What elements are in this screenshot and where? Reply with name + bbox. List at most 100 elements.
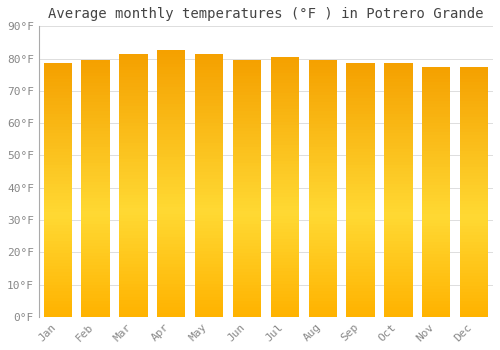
Bar	[384, 117, 412, 120]
Bar	[119, 113, 148, 116]
Bar	[346, 152, 375, 155]
Bar	[422, 286, 450, 289]
Bar	[44, 177, 72, 181]
Bar	[384, 127, 412, 130]
Bar	[44, 279, 72, 282]
Bar	[157, 280, 186, 284]
Bar	[119, 261, 148, 264]
Bar	[270, 174, 299, 177]
Bar	[233, 198, 261, 201]
Bar	[195, 93, 224, 97]
Bar	[82, 298, 110, 301]
Bar	[460, 110, 488, 113]
Bar	[270, 132, 299, 135]
Bar	[82, 79, 110, 83]
Bar	[157, 260, 186, 264]
Bar	[460, 145, 488, 148]
Bar	[233, 73, 261, 76]
Bar	[270, 248, 299, 252]
Bar	[119, 139, 148, 142]
Bar	[157, 180, 186, 184]
Bar	[195, 152, 224, 156]
Bar	[346, 247, 375, 250]
Bar	[422, 70, 450, 73]
Bar	[384, 234, 412, 238]
Bar	[44, 70, 72, 73]
Bar	[195, 271, 224, 274]
Bar	[233, 99, 261, 102]
Bar	[82, 76, 110, 79]
Bar	[195, 258, 224, 261]
Bar	[270, 177, 299, 180]
Bar	[157, 210, 186, 214]
Bar	[270, 151, 299, 154]
Bar	[384, 98, 412, 101]
Bar	[44, 127, 72, 130]
Bar	[270, 239, 299, 242]
Bar	[460, 282, 488, 286]
Bar	[346, 89, 375, 92]
Bar	[233, 211, 261, 214]
Bar	[44, 133, 72, 136]
Bar	[384, 276, 412, 279]
Bar	[195, 54, 224, 57]
Bar	[233, 63, 261, 66]
Bar	[422, 273, 450, 276]
Bar	[195, 290, 224, 294]
Bar	[270, 314, 299, 317]
Bar	[157, 214, 186, 217]
Bar	[195, 251, 224, 254]
Bar	[384, 314, 412, 317]
Bar	[422, 207, 450, 210]
Bar	[308, 192, 337, 195]
Bar	[82, 233, 110, 237]
Bar	[44, 155, 72, 159]
Bar	[233, 266, 261, 269]
Bar	[233, 243, 261, 246]
Bar	[195, 146, 224, 149]
Bar	[82, 278, 110, 281]
Bar	[460, 73, 488, 76]
Bar	[157, 84, 186, 87]
Bar	[233, 307, 261, 310]
Bar	[460, 98, 488, 101]
Bar	[82, 89, 110, 92]
Bar	[346, 102, 375, 105]
Bar	[82, 189, 110, 192]
Bar	[384, 85, 412, 89]
Bar	[82, 86, 110, 89]
Bar	[119, 100, 148, 103]
Bar	[233, 314, 261, 317]
Bar	[270, 288, 299, 291]
Bar	[195, 130, 224, 133]
Bar	[308, 83, 337, 86]
Bar	[384, 111, 412, 114]
Bar	[384, 257, 412, 260]
Bar	[384, 203, 412, 206]
Bar	[460, 107, 488, 110]
Bar	[384, 105, 412, 108]
Bar	[308, 310, 337, 314]
Bar	[195, 185, 224, 189]
Bar	[119, 198, 148, 202]
Bar	[270, 294, 299, 297]
Bar	[44, 314, 72, 317]
Bar	[233, 150, 261, 153]
Bar	[82, 147, 110, 150]
Bar	[270, 213, 299, 216]
Bar	[384, 206, 412, 209]
Bar	[44, 130, 72, 133]
Bar	[82, 266, 110, 269]
Bar	[44, 139, 72, 142]
Bar	[270, 60, 299, 63]
Bar	[195, 314, 224, 317]
Bar	[308, 230, 337, 233]
Bar	[346, 162, 375, 165]
Bar	[195, 208, 224, 211]
Bar	[384, 310, 412, 314]
Bar	[157, 147, 186, 150]
Bar	[119, 244, 148, 248]
Bar	[119, 169, 148, 172]
Bar	[384, 225, 412, 228]
Bar	[422, 167, 450, 170]
